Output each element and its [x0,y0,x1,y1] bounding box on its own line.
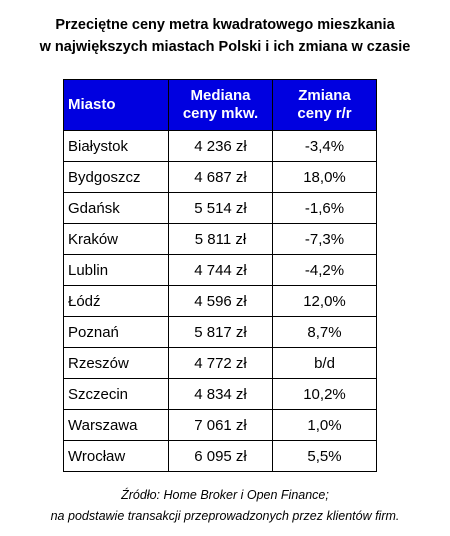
change-cell: 8,7% [272,316,377,348]
table-row: Szczecin 4 834 zł 10,2% [63,378,377,410]
header-yoy-change-line-2: ceny r/r [297,105,352,122]
price-cell: 4 596 zł [168,285,273,317]
change-cell: 12,0% [272,285,377,317]
change-cell: 18,0% [272,161,377,193]
table-row: Białystok 4 236 zł -3,4% [63,130,377,162]
header-yoy-change: Zmiana ceny r/r [272,79,377,131]
table-header-row: Miasto Mediana ceny mkw. Zmiana ceny r/r [63,79,377,131]
change-cell: -7,3% [272,223,377,255]
source-line-2: na podstawie transakcji przeprowadzonych… [50,509,400,523]
header-median-price-line-1: Mediana [190,87,251,104]
price-table: Miasto Mediana ceny mkw. Zmiana ceny r/r… [63,79,377,472]
source-line-1: Źródło: Home Broker i Open Finance; [121,488,329,502]
city-cell: Lublin [63,254,169,286]
table-row: Bydgoszcz 4 687 zł 18,0% [63,161,377,193]
price-cell: 6 095 zł [168,440,273,472]
change-cell: b/d [272,347,377,379]
header-median-price: Mediana ceny mkw. [168,79,273,131]
city-cell: Wrocław [63,440,169,472]
price-cell: 4 687 zł [168,161,273,193]
table-row: Warszawa 7 061 zł 1,0% [63,409,377,441]
price-cell: 7 061 zł [168,409,273,441]
table-row: Wrocław 6 095 zł 5,5% [63,440,377,472]
source-note: Źródło: Home Broker i Open Finance; na p… [0,485,450,527]
change-cell: 5,5% [272,440,377,472]
table-row: Łódź 4 596 zł 12,0% [63,285,377,317]
table-row: Rzeszów 4 772 zł b/d [63,347,377,379]
price-cell: 4 236 zł [168,130,273,162]
city-cell: Łódź [63,285,169,317]
table-row: Lublin 4 744 zł -4,2% [63,254,377,286]
price-cell: 5 817 zł [168,316,273,348]
change-cell: -4,2% [272,254,377,286]
price-cell: 5 514 zł [168,192,273,224]
city-cell: Szczecin [63,378,169,410]
header-city: Miasto [63,79,169,131]
header-yoy-change-line-1: Zmiana [298,87,351,104]
price-cell: 4 744 zł [168,254,273,286]
city-cell: Poznań [63,316,169,348]
title-line-2: w największych miastach Polski i ich zmi… [39,39,411,55]
city-cell: Warszawa [63,409,169,441]
change-cell: -3,4% [272,130,377,162]
table-row: Gdańsk 5 514 zł -1,6% [63,192,377,224]
price-cell: 4 772 zł [168,347,273,379]
city-cell: Białystok [63,130,169,162]
city-cell: Gdańsk [63,192,169,224]
header-median-price-line-2: ceny mkw. [182,105,259,122]
change-cell: -1,6% [272,192,377,224]
document-title: Przeciętne ceny metra kwadratowego miesz… [0,14,450,58]
city-cell: Kraków [63,223,169,255]
title-line-1: Przeciętne ceny metra kwadratowego miesz… [55,17,395,33]
table-row: Kraków 5 811 zł -7,3% [63,223,377,255]
price-cell: 4 834 zł [168,378,273,410]
price-cell: 5 811 zł [168,223,273,255]
change-cell: 1,0% [272,409,377,441]
table-row: Poznań 5 817 zł 8,7% [63,316,377,348]
city-cell: Bydgoszcz [63,161,169,193]
city-cell: Rzeszów [63,347,169,379]
change-cell: 10,2% [272,378,377,410]
